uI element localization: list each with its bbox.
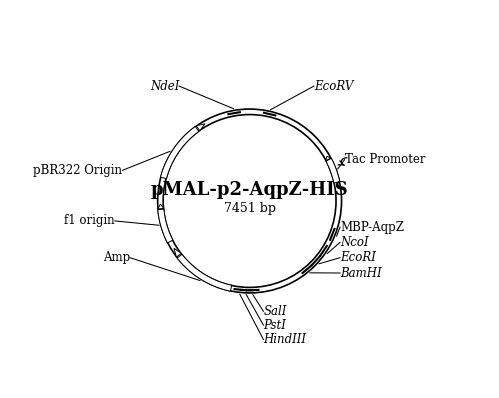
Text: BamHI: BamHI: [340, 267, 382, 279]
Text: pMAL-p2-AqpZ-HIS: pMAL-p2-AqpZ-HIS: [151, 181, 348, 199]
Text: EcoRV: EcoRV: [314, 80, 353, 93]
Polygon shape: [158, 204, 164, 209]
Polygon shape: [161, 127, 199, 179]
Text: MBP-AqpZ: MBP-AqpZ: [340, 220, 404, 234]
Text: HindIII: HindIII: [263, 333, 306, 346]
Text: EcoRI: EcoRI: [340, 251, 376, 264]
Text: 7451 bp: 7451 bp: [224, 202, 275, 215]
Polygon shape: [326, 156, 331, 161]
Text: f1 origin: f1 origin: [64, 215, 115, 227]
Polygon shape: [174, 248, 181, 257]
Text: pBR322 Origin: pBR322 Origin: [33, 164, 122, 177]
Text: Amp: Amp: [103, 251, 130, 264]
Text: PstI: PstI: [263, 319, 286, 332]
Text: NdeI: NdeI: [150, 80, 179, 93]
Polygon shape: [158, 209, 173, 243]
Text: NcoI: NcoI: [340, 236, 369, 249]
Text: SalI: SalI: [263, 305, 287, 318]
Text: Tac Promoter: Tac Promoter: [345, 153, 425, 166]
Polygon shape: [177, 254, 232, 291]
Polygon shape: [326, 158, 340, 183]
Polygon shape: [196, 124, 205, 131]
